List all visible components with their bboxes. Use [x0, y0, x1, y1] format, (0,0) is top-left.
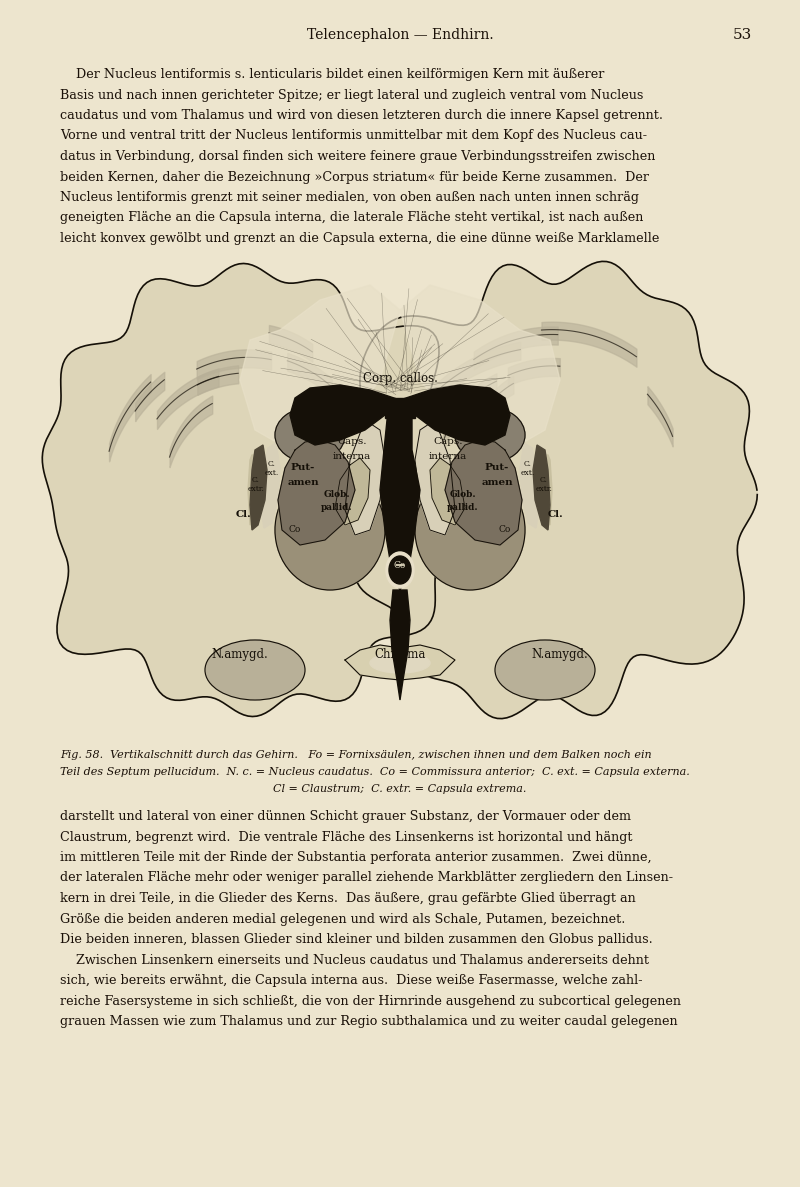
- Ellipse shape: [415, 470, 525, 590]
- Text: extr.: extr.: [535, 485, 553, 493]
- Polygon shape: [400, 285, 560, 450]
- Ellipse shape: [205, 640, 305, 700]
- Text: der lateralen Fläche mehr oder weniger parallel ziehende Markblätter zergliedern: der lateralen Fläche mehr oder weniger p…: [60, 871, 673, 884]
- Text: pallid.: pallid.: [447, 503, 479, 512]
- Polygon shape: [290, 385, 400, 445]
- Text: Die beiden inneren, blassen Glieder sind kleiner und bilden zusammen den Globus : Die beiden inneren, blassen Glieder sind…: [60, 933, 653, 946]
- Text: Fo.: Fo.: [392, 434, 408, 444]
- Text: extr.: extr.: [247, 485, 265, 493]
- Text: leicht konvex gewölbt und grenzt an die Capsula externa, die eine dünne weiße Ma: leicht konvex gewölbt und grenzt an die …: [60, 231, 659, 245]
- Polygon shape: [415, 420, 455, 535]
- Text: Cl.: Cl.: [236, 510, 252, 519]
- Text: Claustrum, begrenzt wird.  Die ventrale Fläche des Linsenkerns ist horizontal un: Claustrum, begrenzt wird. Die ventrale F…: [60, 831, 633, 844]
- Text: sich, wie bereits erwähnt, die Capsula interna aus.  Diese weiße Fasermasse, wel: sich, wie bereits erwähnt, die Capsula i…: [60, 975, 642, 988]
- Polygon shape: [42, 264, 454, 717]
- Polygon shape: [430, 458, 465, 525]
- Polygon shape: [278, 440, 355, 545]
- Text: Chiasma: Chiasma: [374, 648, 426, 661]
- Text: Co: Co: [499, 525, 511, 534]
- Text: Fig. 58.  Vertikalschnitt durch das Gehirn.   Fo = Fornixsäulen, zwischen ihnen : Fig. 58. Vertikalschnitt durch das Gehir…: [60, 750, 652, 760]
- Polygon shape: [385, 398, 415, 418]
- Text: beiden Kernen, daher die Bezeichnung »Corpus striatum« für beide Kerne zusammen.: beiden Kernen, daher die Bezeichnung »Co…: [60, 171, 649, 184]
- Text: Größe die beiden anderen medial gelegenen und wird als Schale, Putamen, bezeichn: Größe die beiden anderen medial gelegene…: [60, 913, 626, 926]
- Text: datus in Verbindung, dorsal finden sich weitere feinere graue Verbindungsstreife: datus in Verbindung, dorsal finden sich …: [60, 150, 655, 163]
- Text: 53: 53: [733, 28, 752, 42]
- Polygon shape: [520, 443, 540, 528]
- Ellipse shape: [495, 640, 595, 700]
- Polygon shape: [345, 645, 455, 680]
- Text: Der Nucleus lentiformis s. lenticularis bildet einen keilförmigen Kern mit äußer: Der Nucleus lentiformis s. lenticularis …: [60, 68, 604, 81]
- Ellipse shape: [389, 556, 411, 584]
- Polygon shape: [345, 420, 385, 535]
- Polygon shape: [380, 410, 420, 590]
- Text: Cl = Claustrum;  C. extr. = Capsula extrema.: Cl = Claustrum; C. extr. = Capsula extre…: [274, 783, 526, 794]
- Text: darstellt und lateral von einer dünnen Schicht grauer Substanz, der Vormauer ode: darstellt und lateral von einer dünnen S…: [60, 810, 631, 823]
- Text: Basis und nach innen gerichteter Spitze; er liegt lateral und zugleich ventral v: Basis und nach innen gerichteter Spitze;…: [60, 89, 643, 102]
- Text: Teil des Septum pellucidum.  N. c. = Nucleus caudatus.  Co = Commissura anterior: Teil des Septum pellucidum. N. c. = Nucl…: [60, 767, 690, 777]
- Text: amen: amen: [481, 478, 513, 487]
- Text: Put-: Put-: [291, 463, 315, 472]
- Text: N.c.: N.c.: [466, 418, 487, 427]
- Text: Glob.: Glob.: [450, 490, 476, 499]
- Text: kern in drei Teile, in die Glieder des Kerns.  Das äußere, grau gefärbte Glied ü: kern in drei Teile, in die Glieder des K…: [60, 891, 636, 904]
- Polygon shape: [346, 261, 758, 718]
- Text: C.: C.: [540, 476, 548, 484]
- Polygon shape: [335, 458, 370, 525]
- Text: Put-: Put-: [485, 463, 509, 472]
- Text: interna: interna: [333, 452, 371, 461]
- Text: Caps.: Caps.: [338, 437, 366, 446]
- Text: ext.: ext.: [265, 469, 279, 477]
- Text: interna: interna: [429, 452, 467, 461]
- Text: Caps.: Caps.: [434, 437, 462, 446]
- Ellipse shape: [455, 407, 525, 463]
- Text: N.amygd.: N.amygd.: [532, 648, 588, 661]
- Text: Vorne und ventral tritt der Nucleus lentiformis unmittelbar mit dem Kopf des Nuc: Vorne und ventral tritt der Nucleus lent…: [60, 129, 647, 142]
- Text: Glob.: Glob.: [324, 490, 350, 499]
- Polygon shape: [250, 445, 267, 531]
- Text: reiche Fasersysteme in sich schließt, die von der Hirnrinde ausgehend zu subcort: reiche Fasersysteme in sich schließt, di…: [60, 995, 681, 1008]
- Polygon shape: [260, 443, 280, 528]
- Ellipse shape: [386, 552, 414, 588]
- Text: caudatus und vom Thalamus und wird von diesen letzteren durch die innere Kapsel : caudatus und vom Thalamus und wird von d…: [60, 109, 663, 122]
- Text: Co: Co: [289, 525, 301, 534]
- Polygon shape: [248, 455, 256, 525]
- Text: Nucleus lentiformis grenzt mit seiner medialen, von oben außen nach unten innen : Nucleus lentiformis grenzt mit seiner me…: [60, 191, 639, 204]
- Text: Co: Co: [394, 560, 406, 570]
- Polygon shape: [240, 285, 400, 450]
- Text: Cl.: Cl.: [548, 510, 564, 519]
- Text: C.: C.: [524, 461, 532, 468]
- Polygon shape: [445, 440, 522, 545]
- Polygon shape: [400, 385, 510, 445]
- Ellipse shape: [275, 470, 385, 590]
- Text: pallid.: pallid.: [321, 503, 353, 512]
- Text: C.: C.: [252, 476, 260, 484]
- Polygon shape: [533, 445, 550, 531]
- Text: Corp. callos.: Corp. callos.: [362, 372, 438, 385]
- Text: grauen Massen wie zum Thalamus und zur Regio subthalamica und zu weiter caudal g: grauen Massen wie zum Thalamus und zur R…: [60, 1015, 678, 1028]
- Text: im mittleren Teile mit der Rinde der Substantia perforata anterior zusammen.  Zw: im mittleren Teile mit der Rinde der Sub…: [60, 851, 652, 864]
- Text: N.amygd.: N.amygd.: [212, 648, 268, 661]
- Text: amen: amen: [287, 478, 319, 487]
- Text: C.: C.: [268, 461, 276, 468]
- Ellipse shape: [370, 653, 430, 673]
- Polygon shape: [390, 590, 410, 700]
- Text: geneigten Fläche an die Capsula interna, die laterale Fläche steht vertikal, ist: geneigten Fläche an die Capsula interna,…: [60, 211, 643, 224]
- Polygon shape: [544, 455, 552, 525]
- Text: ext.: ext.: [521, 469, 535, 477]
- Text: Telencephalon — Endhirn.: Telencephalon — Endhirn.: [306, 28, 494, 42]
- Text: N.c.: N.c.: [313, 418, 334, 427]
- Ellipse shape: [275, 407, 345, 463]
- Text: Zwischen Linsenkern einerseits und Nucleus caudatus und Thalamus andererseits de: Zwischen Linsenkern einerseits und Nucle…: [60, 953, 649, 966]
